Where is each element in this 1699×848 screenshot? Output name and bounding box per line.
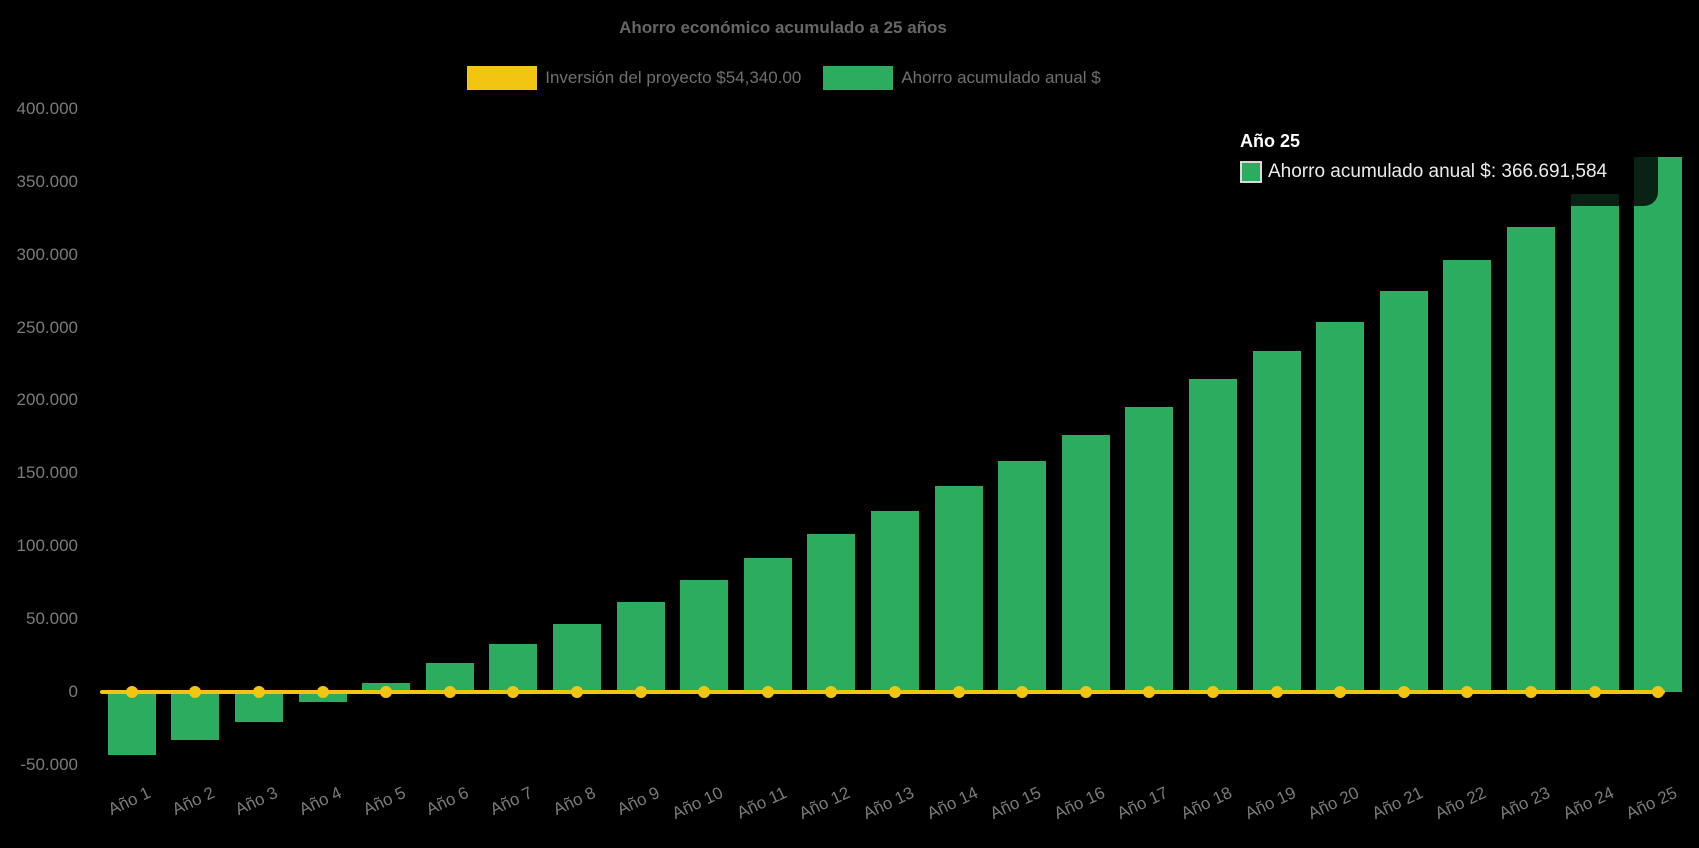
x-axis-tick-label: Año 4 bbox=[296, 783, 345, 819]
y-axis-tick-label: 400.000 bbox=[16, 98, 78, 118]
bar-ahorro-año-15[interactable] bbox=[998, 461, 1047, 692]
investment-point-año-4[interactable] bbox=[316, 686, 329, 698]
investment-point-año-13[interactable] bbox=[888, 686, 901, 698]
x-axis-tick-label: Año 3 bbox=[232, 783, 281, 819]
legend-item-inversion[interactable]: Inversión del proyecto $54,340.00 bbox=[467, 66, 801, 90]
bar-ahorro-año-20[interactable] bbox=[1316, 322, 1365, 692]
x-axis-tick-label: Año 18 bbox=[1178, 783, 1235, 823]
investment-point-año-7[interactable] bbox=[507, 686, 520, 698]
tooltip: Año 25 Ahorro acumulado anual $: 366.691… bbox=[1227, 116, 1658, 206]
bar-ahorro-año-12[interactable] bbox=[807, 534, 856, 692]
bar-ahorro-año-14[interactable] bbox=[934, 486, 983, 692]
bar-ahorro-año-23[interactable] bbox=[1506, 227, 1555, 692]
bar-ahorro-año-9[interactable] bbox=[616, 602, 665, 692]
x-axis-tick-label: Año 23 bbox=[1496, 783, 1553, 823]
bar-ahorro-año-7[interactable] bbox=[489, 643, 538, 692]
investment-point-año-23[interactable] bbox=[1524, 686, 1537, 698]
x-axis-tick-label: Año 13 bbox=[860, 783, 917, 823]
investment-point-año-18[interactable] bbox=[1206, 686, 1219, 698]
x-axis-tick-label: Año 11 bbox=[734, 783, 790, 823]
bar-ahorro-año-1[interactable] bbox=[107, 692, 156, 756]
bar-ahorro-año-13[interactable] bbox=[870, 510, 919, 692]
bar-ahorro-año-8[interactable] bbox=[552, 623, 601, 692]
legend-swatch-inversion bbox=[467, 66, 538, 90]
x-axis-tick-label: Año 19 bbox=[1241, 783, 1299, 823]
x-axis-tick-label: Año 22 bbox=[1432, 783, 1490, 823]
y-axis-tick-label: 0 bbox=[68, 682, 78, 701]
x-axis-tick-label: Año 5 bbox=[359, 783, 409, 819]
y-axis-tick-label: -50.000 bbox=[20, 754, 78, 774]
tooltip-text: Ahorro acumulado anual $: 366.691,584 bbox=[1268, 161, 1608, 182]
x-axis-tick-label: Año 14 bbox=[923, 783, 981, 823]
tooltip-swatch bbox=[1240, 161, 1262, 183]
tooltip-title: Año 25 bbox=[1240, 131, 1301, 151]
x-axis-tick-label: Año 16 bbox=[1050, 783, 1108, 823]
bar-ahorro-año-25[interactable] bbox=[1634, 157, 1683, 692]
y-axis-tick-label: 150.000 bbox=[16, 463, 78, 483]
investment-point-año-21[interactable] bbox=[1397, 686, 1410, 698]
bar-ahorro-año-10[interactable] bbox=[680, 580, 729, 692]
bar-ahorro-año-19[interactable] bbox=[1252, 351, 1301, 692]
x-axis-tick-label: Año 17 bbox=[1114, 783, 1172, 823]
x-axis-tick-label: Año 6 bbox=[423, 783, 472, 819]
x-axis-tick-label: Año 20 bbox=[1305, 783, 1363, 823]
bar-ahorro-año-17[interactable] bbox=[1125, 407, 1174, 692]
legend: Inversión del proyecto $54,340.00 Ahorro… bbox=[0, 66, 1568, 90]
investment-point-año-8[interactable] bbox=[570, 686, 583, 698]
chart-title: Ahorro económico acumulado a 25 años bbox=[619, 18, 947, 37]
investment-point-año-1[interactable] bbox=[125, 686, 138, 698]
legend-label-inversion: Inversión del proyecto $54,340.00 bbox=[545, 68, 802, 87]
y-axis-tick-label: 350.000 bbox=[16, 171, 78, 191]
investment-point-año-17[interactable] bbox=[1143, 686, 1156, 698]
x-axis-tick-label: Año 12 bbox=[796, 783, 854, 823]
bar-ahorro-año-2[interactable] bbox=[171, 692, 220, 740]
investment-point-año-15[interactable] bbox=[1016, 686, 1029, 698]
investment-point-año-24[interactable] bbox=[1588, 686, 1601, 698]
bar-ahorro-año-11[interactable] bbox=[743, 557, 792, 692]
bar-ahorro-año-16[interactable] bbox=[1061, 434, 1110, 692]
legend-item-ahorro[interactable]: Ahorro acumulado anual $ bbox=[823, 66, 1101, 90]
x-axis-tick-label: Año 24 bbox=[1559, 783, 1617, 823]
investment-point-año-10[interactable] bbox=[698, 686, 711, 698]
bar-ahorro-año-18[interactable] bbox=[1188, 379, 1237, 692]
investment-point-año-3[interactable] bbox=[252, 686, 265, 698]
x-axis-tick-label: Año 8 bbox=[550, 783, 599, 819]
investment-point-año-19[interactable] bbox=[1270, 686, 1283, 698]
investment-point-año-12[interactable] bbox=[825, 686, 838, 698]
bar-ahorro-año-22[interactable] bbox=[1443, 260, 1492, 692]
bar-ahorro-año-21[interactable] bbox=[1379, 291, 1428, 692]
y-axis-tick-label: 50.000 bbox=[26, 609, 78, 629]
investment-point-año-16[interactable] bbox=[1079, 686, 1092, 698]
investment-point-año-9[interactable] bbox=[634, 686, 647, 698]
x-axis-tick-label: Año 9 bbox=[614, 783, 663, 819]
investment-point-año-25[interactable] bbox=[1652, 686, 1665, 698]
legend-swatch-ahorro bbox=[823, 66, 894, 90]
x-axis-tick-label: Año 21 bbox=[1368, 783, 1426, 823]
x-axis-tick-label: Año 1 bbox=[105, 783, 154, 819]
investment-point-año-11[interactable] bbox=[761, 686, 774, 698]
y-axis-tick-label: 200.000 bbox=[16, 390, 78, 410]
investment-point-año-20[interactable] bbox=[1334, 686, 1347, 698]
investment-point-año-14[interactable] bbox=[952, 686, 965, 698]
investment-line bbox=[100, 690, 1665, 694]
tooltip-row: Ahorro acumulado anual $: 366.691,584 bbox=[1240, 161, 1638, 183]
y-axis-tick-label: 300.000 bbox=[16, 244, 78, 264]
investment-point-año-2[interactable] bbox=[189, 686, 202, 698]
x-axis-tick-label: Año 2 bbox=[169, 783, 218, 819]
x-axis-tick-label: Año 10 bbox=[669, 783, 727, 823]
investment-point-año-6[interactable] bbox=[443, 686, 456, 698]
y-axis-tick-label: 250.000 bbox=[16, 317, 78, 337]
x-axis-tick-label: Año 15 bbox=[987, 783, 1045, 823]
bar-ahorro-año-24[interactable] bbox=[1570, 194, 1619, 692]
y-axis-tick-label: 100.000 bbox=[16, 536, 78, 556]
investment-point-año-5[interactable] bbox=[380, 686, 393, 698]
investment-point-año-22[interactable] bbox=[1461, 686, 1474, 698]
legend-label-ahorro: Ahorro acumulado anual $ bbox=[901, 68, 1101, 87]
x-axis-tick-label: Año 7 bbox=[487, 783, 536, 819]
x-axis-tick-label: Año 25 bbox=[1623, 783, 1681, 823]
